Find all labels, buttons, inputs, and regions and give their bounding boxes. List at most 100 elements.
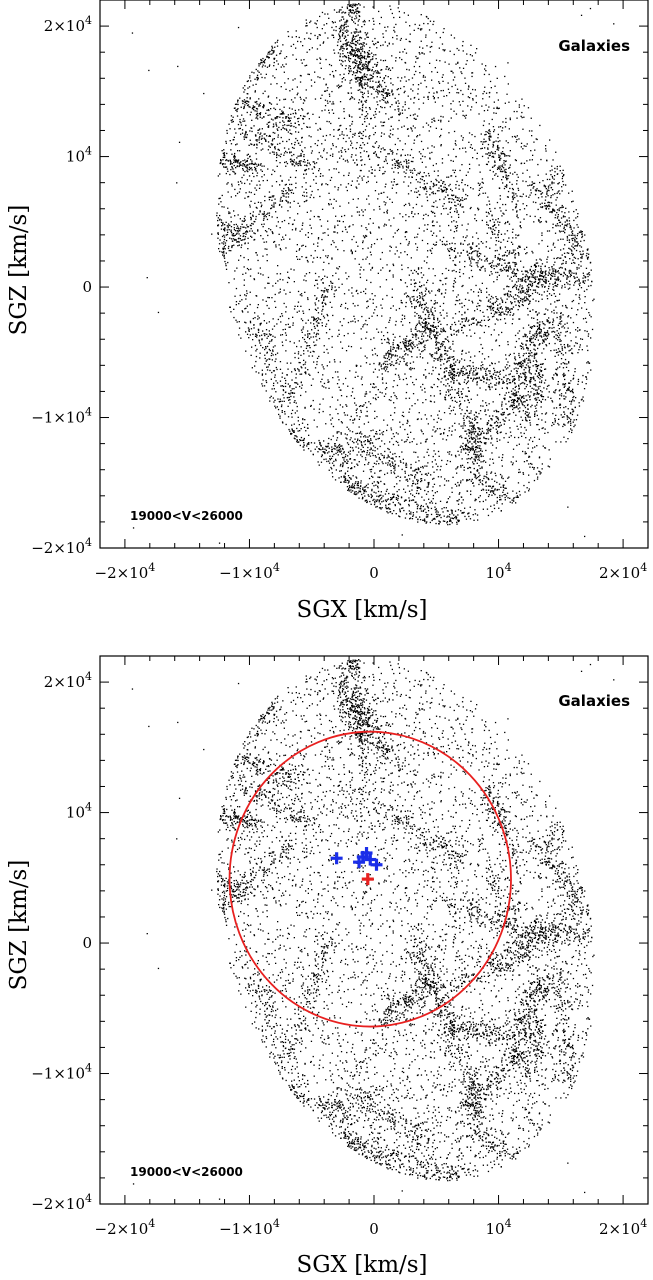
galaxy-point xyxy=(343,318,345,320)
galaxy-point xyxy=(456,500,458,502)
galaxy-point xyxy=(358,418,360,420)
galaxy-point xyxy=(544,368,547,370)
galaxy-point xyxy=(534,364,536,366)
galaxy-point xyxy=(417,268,420,270)
galaxy-point xyxy=(382,500,385,502)
galaxy-point xyxy=(399,476,402,478)
galaxy-point xyxy=(512,296,514,298)
galaxy-point xyxy=(372,386,374,388)
galaxy-point xyxy=(250,143,252,145)
galaxy-point xyxy=(541,468,543,470)
galaxy-point xyxy=(387,498,389,500)
galaxy-point xyxy=(518,377,520,379)
galaxy-point xyxy=(371,77,373,79)
galaxy-point xyxy=(455,516,458,519)
galaxy-point xyxy=(348,14,350,16)
galaxy-point xyxy=(348,115,351,117)
galaxy-point xyxy=(247,157,249,160)
galaxy-point xyxy=(341,6,343,8)
galaxy-point xyxy=(322,447,324,449)
galaxy-point xyxy=(350,467,352,470)
galaxy-point xyxy=(252,172,254,174)
galaxy-point xyxy=(414,315,416,317)
galaxy-point xyxy=(529,268,531,271)
galaxy-point xyxy=(388,503,390,506)
galaxy-point xyxy=(258,105,260,107)
galaxy-point xyxy=(560,238,562,240)
galaxy-point xyxy=(304,341,306,343)
galaxy-point xyxy=(366,67,368,69)
galaxy-point xyxy=(241,239,244,241)
galaxy-point xyxy=(390,349,392,352)
galaxy-point xyxy=(225,221,227,223)
galaxy-point xyxy=(360,82,362,84)
galaxy-point xyxy=(363,23,366,26)
galaxy-point xyxy=(455,361,457,363)
galaxy-point xyxy=(529,184,531,186)
galaxy-point xyxy=(369,80,371,82)
galaxy-point xyxy=(394,463,397,466)
galaxy-point xyxy=(251,222,253,225)
galaxy-point xyxy=(564,212,566,214)
galaxy-point xyxy=(252,223,254,225)
galaxy-point xyxy=(272,354,274,356)
galaxy-point xyxy=(432,494,435,497)
galaxy-point xyxy=(466,417,468,419)
galaxy-point xyxy=(497,107,499,110)
galaxy-point xyxy=(563,386,565,388)
galaxy-point xyxy=(361,113,363,116)
galaxy-point xyxy=(361,455,363,458)
galaxy-point xyxy=(476,469,479,471)
galaxy-point xyxy=(439,36,441,39)
galaxy-point xyxy=(279,273,282,275)
galaxy-point xyxy=(529,466,531,468)
galaxy-point xyxy=(494,493,496,496)
galaxy-point xyxy=(445,352,447,355)
galaxy-point xyxy=(269,340,271,343)
galaxy-point xyxy=(580,253,582,255)
galaxy-point xyxy=(366,410,368,413)
galaxy-point xyxy=(228,229,230,231)
galaxy-point xyxy=(288,148,290,150)
galaxy-point xyxy=(451,190,453,192)
galaxy-point xyxy=(518,318,520,320)
galaxy-point xyxy=(475,443,477,445)
galaxy-point xyxy=(405,499,407,501)
galaxy-point xyxy=(263,241,265,243)
galaxy-point xyxy=(574,406,576,409)
galaxy-point xyxy=(319,403,321,405)
galaxy-point xyxy=(279,162,281,164)
galaxy-point xyxy=(404,470,406,472)
galaxy-point xyxy=(258,187,261,189)
galaxy-point xyxy=(469,371,471,373)
galaxy-point xyxy=(355,40,357,43)
galaxy-point xyxy=(346,278,348,280)
galaxy-point xyxy=(264,200,266,202)
galaxy-point xyxy=(477,441,480,443)
galaxy-point xyxy=(379,433,381,435)
galaxy-point xyxy=(366,300,368,303)
galaxy-point xyxy=(316,20,318,22)
galaxy-point xyxy=(465,174,467,176)
galaxy-point xyxy=(289,152,291,154)
galaxy-point xyxy=(223,149,225,151)
galaxy-point xyxy=(288,120,291,122)
galaxy-point xyxy=(391,91,393,93)
galaxy-point xyxy=(364,76,366,78)
galaxy-point xyxy=(508,223,511,225)
galaxy-point xyxy=(394,97,396,99)
galaxy-point xyxy=(470,356,472,358)
galaxy-point xyxy=(371,267,373,269)
galaxy-point xyxy=(524,374,526,376)
galaxy-point xyxy=(430,474,432,476)
galaxy-point xyxy=(398,347,400,349)
galaxy-point xyxy=(350,184,352,186)
galaxy-point xyxy=(551,211,553,213)
galaxy-point xyxy=(359,132,361,134)
galaxy-point xyxy=(484,410,486,412)
galaxy-point xyxy=(584,234,586,236)
galaxy-point xyxy=(433,450,435,452)
galaxy-point xyxy=(256,165,258,167)
galaxy-point xyxy=(279,315,281,318)
galaxy-point xyxy=(424,76,426,78)
